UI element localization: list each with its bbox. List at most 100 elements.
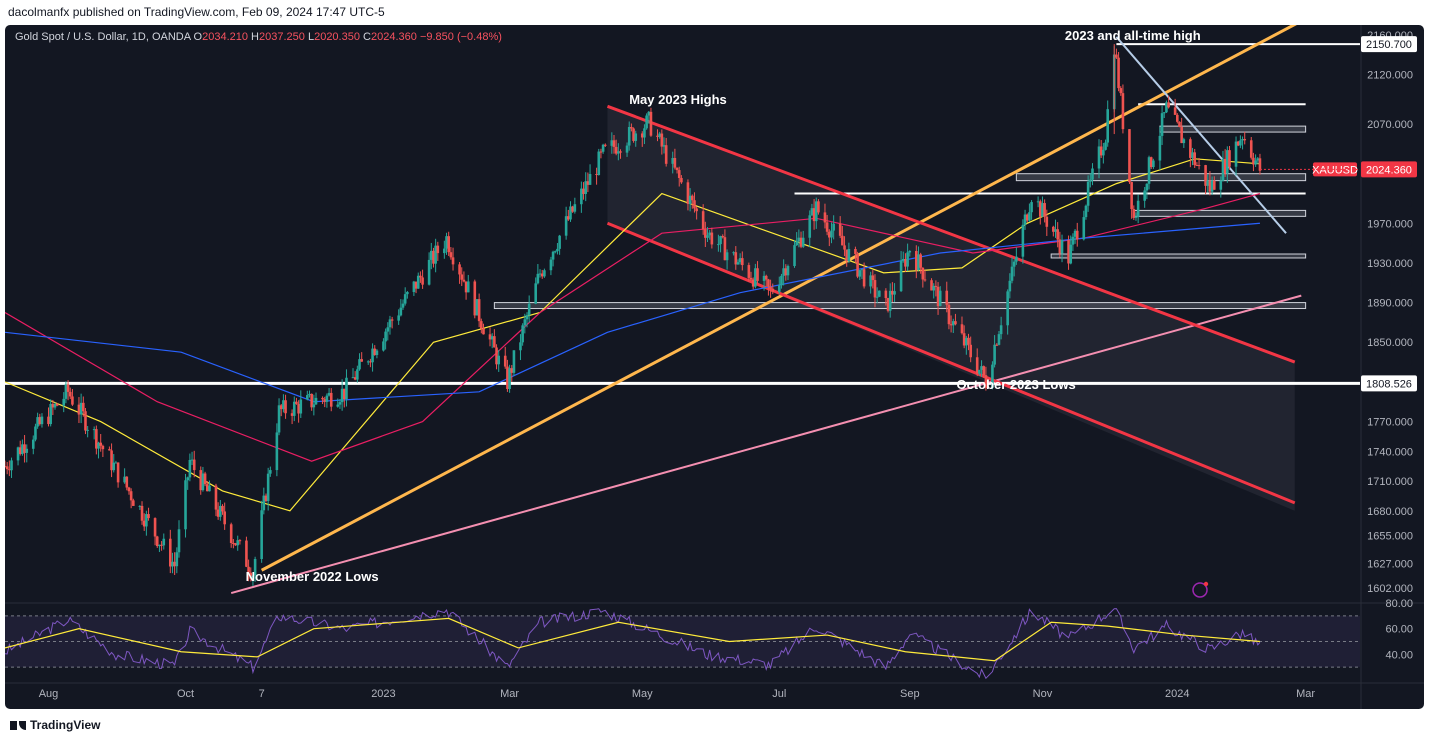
candle-body — [1256, 158, 1260, 161]
candle-body — [951, 321, 955, 326]
candle-body — [127, 487, 131, 492]
uptrend-line[interactable] — [260, 25, 1302, 572]
close-label: C — [363, 31, 371, 43]
candle-body — [780, 275, 783, 286]
candle-body — [232, 543, 235, 545]
downtrend-line[interactable] — [1115, 36, 1287, 234]
candle-body — [736, 262, 740, 265]
candle-body — [382, 341, 385, 351]
high-label: H — [251, 31, 259, 43]
candle-body — [1052, 226, 1055, 232]
candle-body — [308, 393, 311, 396]
channel-lower-line[interactable] — [606, 221, 1296, 505]
candle-body — [62, 398, 66, 406]
candle-body — [662, 145, 666, 147]
candle-body — [625, 145, 629, 153]
channel-upper-line[interactable] — [606, 104, 1296, 364]
annotation-label: November 2022 Lows — [246, 569, 379, 584]
candle-body — [116, 462, 120, 483]
publisher-bar: dacolmanfx published on TradingView.com,… — [0, 0, 1429, 25]
candle-body — [353, 377, 357, 380]
symbol-tag: XAUUSD — [1312, 164, 1358, 176]
annotation-label: May 2023 Highs — [629, 92, 727, 107]
candle-body — [1160, 113, 1164, 136]
candle-body — [427, 259, 431, 285]
candle-body — [36, 417, 39, 427]
candle-body — [1149, 157, 1153, 168]
candle-body — [1252, 157, 1255, 165]
symbol-name: Gold Spot / U.S. Dollar, 1D, OANDA — [15, 31, 191, 43]
candle-body — [1099, 146, 1103, 156]
candle-body — [475, 299, 479, 316]
candle-body — [1069, 244, 1073, 264]
rsi-band — [5, 615, 1360, 668]
candle-body — [171, 561, 174, 567]
candle-body — [123, 476, 126, 483]
candle-body — [503, 355, 507, 367]
candle-body — [325, 395, 329, 402]
price-chart[interactable]: 2023 and all-time high May 2023 Highs Nove… — [5, 25, 1424, 709]
candle-body — [155, 536, 159, 547]
candle-body — [843, 245, 846, 250]
support-zone[interactable] — [1050, 253, 1307, 259]
candle-body — [1119, 88, 1123, 94]
candle-body — [1130, 182, 1133, 210]
rsi-tick-label: 80.00 — [1385, 598, 1413, 610]
candle-body — [793, 245, 796, 267]
candle-body — [704, 229, 707, 238]
candle-body — [534, 283, 537, 304]
candle-body — [421, 277, 424, 285]
candle-body — [1193, 152, 1197, 166]
alert-icon[interactable] — [1192, 582, 1208, 598]
candle-body — [1136, 200, 1140, 217]
candle-body — [203, 473, 207, 485]
price-tick-label: 1770.000 — [1367, 417, 1413, 429]
candle-body — [192, 459, 196, 471]
candle-body — [1236, 141, 1240, 146]
candle-body — [434, 245, 437, 264]
candle-body — [519, 342, 522, 351]
candle-body — [845, 249, 849, 262]
candle-body — [936, 286, 940, 307]
price-tick-label: 2120.000 — [1367, 70, 1413, 82]
candle-body — [66, 384, 70, 392]
candle-body — [23, 444, 26, 453]
candle-body — [580, 188, 583, 205]
candle-body — [997, 334, 1001, 345]
candle-body — [553, 251, 557, 253]
candle-body — [588, 174, 592, 185]
candle-body — [1084, 205, 1088, 218]
candle-body — [795, 241, 798, 246]
candle-body — [184, 480, 187, 530]
candle-body — [649, 111, 653, 136]
candle-body — [967, 337, 970, 345]
candle-body — [260, 510, 263, 560]
support-zone[interactable] — [493, 302, 1307, 310]
candle-body — [1258, 158, 1262, 171]
candle-body — [247, 566, 250, 573]
support-zone[interactable] — [1015, 173, 1307, 182]
candle-body — [825, 222, 829, 232]
candle-body — [915, 251, 918, 271]
chart-panel[interactable]: 2023 and all-time high May 2023 Highs Nove… — [5, 25, 1424, 709]
candle-body — [677, 170, 681, 178]
candle-body — [540, 273, 544, 277]
candle-body — [297, 403, 300, 414]
candle-body — [436, 245, 440, 254]
candle-body — [869, 275, 872, 287]
candle-body — [238, 540, 242, 542]
pink-trendline[interactable] — [230, 294, 1302, 595]
candle-body — [1038, 201, 1042, 217]
candle-body — [823, 212, 827, 223]
candle-body — [1060, 240, 1064, 254]
candle-body — [390, 319, 394, 321]
candle-body — [875, 296, 879, 298]
tradingview-logo[interactable]: TradingView — [10, 718, 100, 732]
candle-body — [830, 230, 833, 238]
candle-body — [695, 208, 698, 212]
candle-body — [358, 359, 361, 370]
support-zone[interactable] — [1133, 209, 1307, 217]
candle-body — [81, 402, 85, 412]
candle-body — [841, 235, 844, 246]
alert-dot-icon — [1203, 581, 1209, 587]
